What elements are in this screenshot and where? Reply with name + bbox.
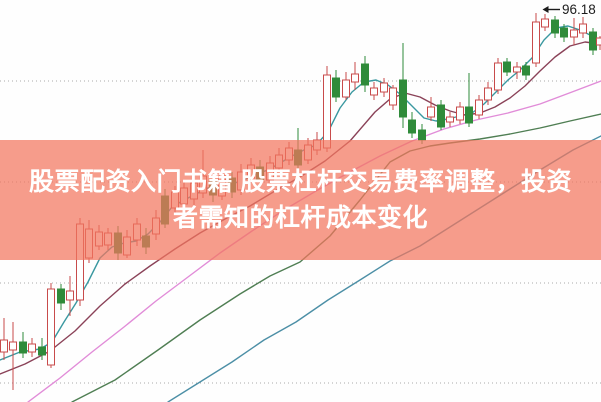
- left-arrow-icon: [542, 6, 560, 13]
- headline-line2: 者需知的杠杆成本变化: [172, 204, 428, 232]
- price-annotation: 96.18: [541, 2, 596, 17]
- headline-line1: 股票配资入门书籍 股票杠杆交易费率调整，投资: [29, 168, 572, 196]
- price-annotation-value: 96.18: [562, 2, 596, 17]
- headline-overlay-band: 股票配资入门书籍 股票杠杆交易费率调整，投资 者需知的杠杆成本变化: [0, 140, 601, 260]
